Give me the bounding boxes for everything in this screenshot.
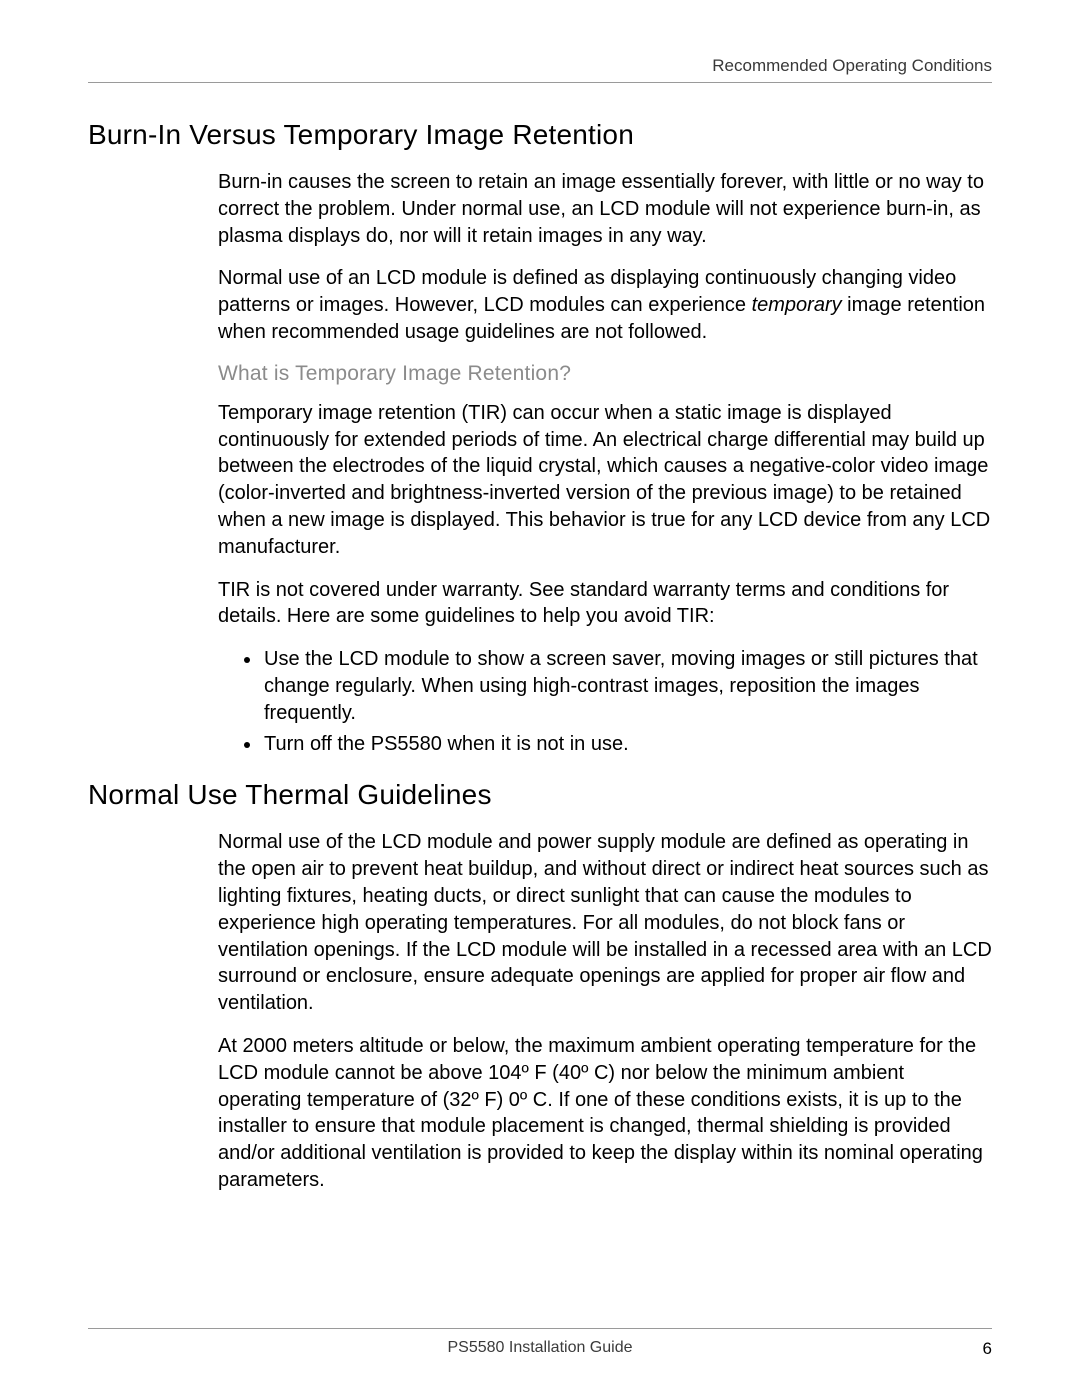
- document-page: Recommended Operating Conditions Burn-In…: [0, 0, 1080, 1397]
- page-footer: PS5580 Installation Guide 6: [0, 1328, 1080, 1361]
- paragraph: At 2000 meters altitude or below, the ma…: [218, 1033, 992, 1194]
- heading-burn-in: Burn-In Versus Temporary Image Retention: [88, 119, 992, 151]
- subheading-tir: What is Temporary Image Retention?: [218, 362, 992, 386]
- paragraph: Burn-in causes the screen to retain an i…: [218, 169, 992, 249]
- paragraph: Normal use of the LCD module and power s…: [218, 829, 992, 1017]
- paragraph: TIR is not covered under warranty. See s…: [218, 577, 992, 631]
- heading-thermal: Normal Use Thermal Guidelines: [88, 779, 992, 811]
- page-number: 6: [983, 1339, 992, 1359]
- list-item: Turn off the PS5580 when it is not in us…: [262, 731, 992, 758]
- paragraph: Normal use of an LCD module is defined a…: [218, 265, 992, 345]
- list-item: Use the LCD module to show a screen save…: [262, 646, 992, 726]
- footer-rule: [88, 1328, 992, 1329]
- footer-title: PS5580 Installation Guide: [88, 1339, 992, 1357]
- section-body-burn-in: Burn-in causes the screen to retain an i…: [218, 169, 992, 757]
- bullet-list: Use the LCD module to show a screen save…: [218, 646, 992, 757]
- running-header: Recommended Operating Conditions: [88, 56, 992, 76]
- paragraph: Temporary image retention (TIR) can occu…: [218, 400, 992, 561]
- header-rule: [88, 82, 992, 83]
- emphasis-text: temporary: [752, 294, 842, 316]
- section-body-thermal: Normal use of the LCD module and power s…: [218, 829, 992, 1193]
